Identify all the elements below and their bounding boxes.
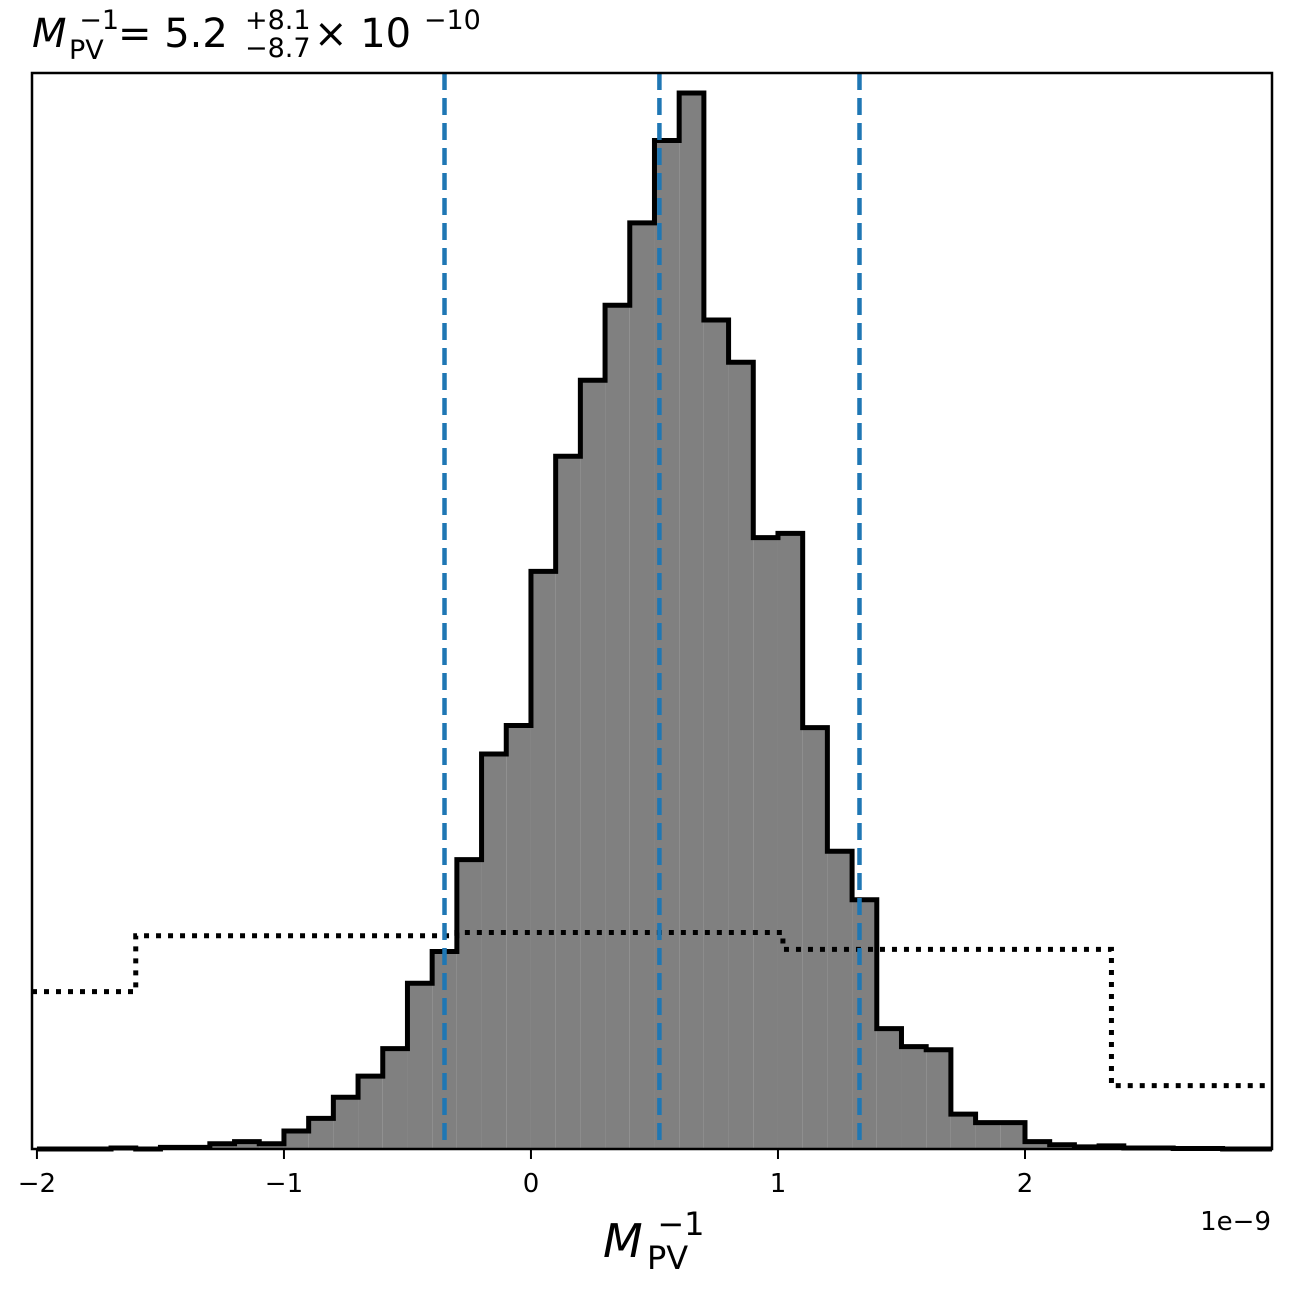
posterior-bar bbox=[382, 1048, 408, 1149]
xlabel-base: M bbox=[603, 1214, 643, 1268]
xlabel-sub: PV bbox=[647, 1239, 688, 1277]
posterior-bar bbox=[679, 93, 704, 1149]
x-axis-label: M −1 PV bbox=[603, 1192, 719, 1277]
posterior-bar bbox=[209, 1143, 235, 1149]
title-upper: +8.1 bbox=[245, 5, 311, 36]
title-base-sub: PV bbox=[69, 35, 104, 66]
xlabel-sup: −1 bbox=[657, 1205, 704, 1243]
posterior-bar bbox=[975, 1122, 1001, 1149]
posterior-bar bbox=[283, 1131, 309, 1149]
posterior-bars bbox=[111, 93, 1223, 1150]
title-base-sup: −1 bbox=[79, 5, 119, 36]
posterior-bar bbox=[580, 380, 606, 1149]
title-lower: −8.7 bbox=[245, 33, 311, 64]
posterior-bar bbox=[358, 1076, 383, 1149]
title-base: M bbox=[32, 11, 67, 57]
title-eq: = 5.2 bbox=[118, 11, 228, 57]
x-tick-label: 0 bbox=[523, 1169, 540, 1199]
posterior-bar bbox=[333, 1097, 359, 1149]
posterior-bar bbox=[481, 754, 507, 1149]
posterior-bar bbox=[407, 983, 433, 1149]
posterior-bar bbox=[530, 571, 556, 1149]
x-tick-label: 2 bbox=[1017, 1169, 1034, 1199]
posterior-bar bbox=[234, 1141, 260, 1149]
posterior-bar bbox=[926, 1049, 951, 1149]
posterior-bar bbox=[1000, 1122, 1025, 1149]
posterior-bar bbox=[802, 727, 828, 1149]
x-tick-label: −2 bbox=[18, 1169, 56, 1199]
posterior-bar bbox=[456, 859, 482, 1149]
posterior-bar bbox=[728, 362, 754, 1149]
plot-area bbox=[30, 71, 1274, 1152]
posterior-bar bbox=[753, 537, 778, 1149]
posterior-bar bbox=[308, 1118, 334, 1149]
x-tick-label: −1 bbox=[265, 1169, 303, 1199]
posterior-bar bbox=[506, 725, 531, 1149]
posterior-bar bbox=[629, 222, 655, 1149]
posterior-bar bbox=[950, 1114, 976, 1149]
posterior-bar bbox=[901, 1046, 927, 1149]
posterior-outline bbox=[36, 90, 1272, 1152]
title-times: × 10 bbox=[314, 11, 411, 57]
title-exponent: −10 bbox=[424, 5, 481, 36]
posterior-bar bbox=[555, 456, 581, 1149]
posterior-bar bbox=[827, 851, 853, 1149]
posterior-bar bbox=[605, 305, 630, 1150]
posterior-bar bbox=[1024, 1141, 1050, 1149]
axes-frame bbox=[30, 71, 1274, 1151]
posterior-bar bbox=[876, 1028, 902, 1149]
posterior-bar bbox=[852, 899, 877, 1149]
x-axis-ticks: −2 −1 0 1 2 bbox=[18, 1149, 1033, 1199]
chart-title: M −1 PV = 5.2 +8.1 −8.7 × 10 −10 bbox=[32, 0, 481, 69]
posterior-bar bbox=[259, 1143, 284, 1149]
posterior-bar bbox=[654, 140, 680, 1149]
x-tick-label: 1 bbox=[770, 1169, 787, 1199]
posterior-bar bbox=[703, 320, 729, 1149]
x-axis-offset-text: 1e−9 bbox=[1200, 1207, 1271, 1237]
posterior-bar bbox=[777, 533, 803, 1149]
